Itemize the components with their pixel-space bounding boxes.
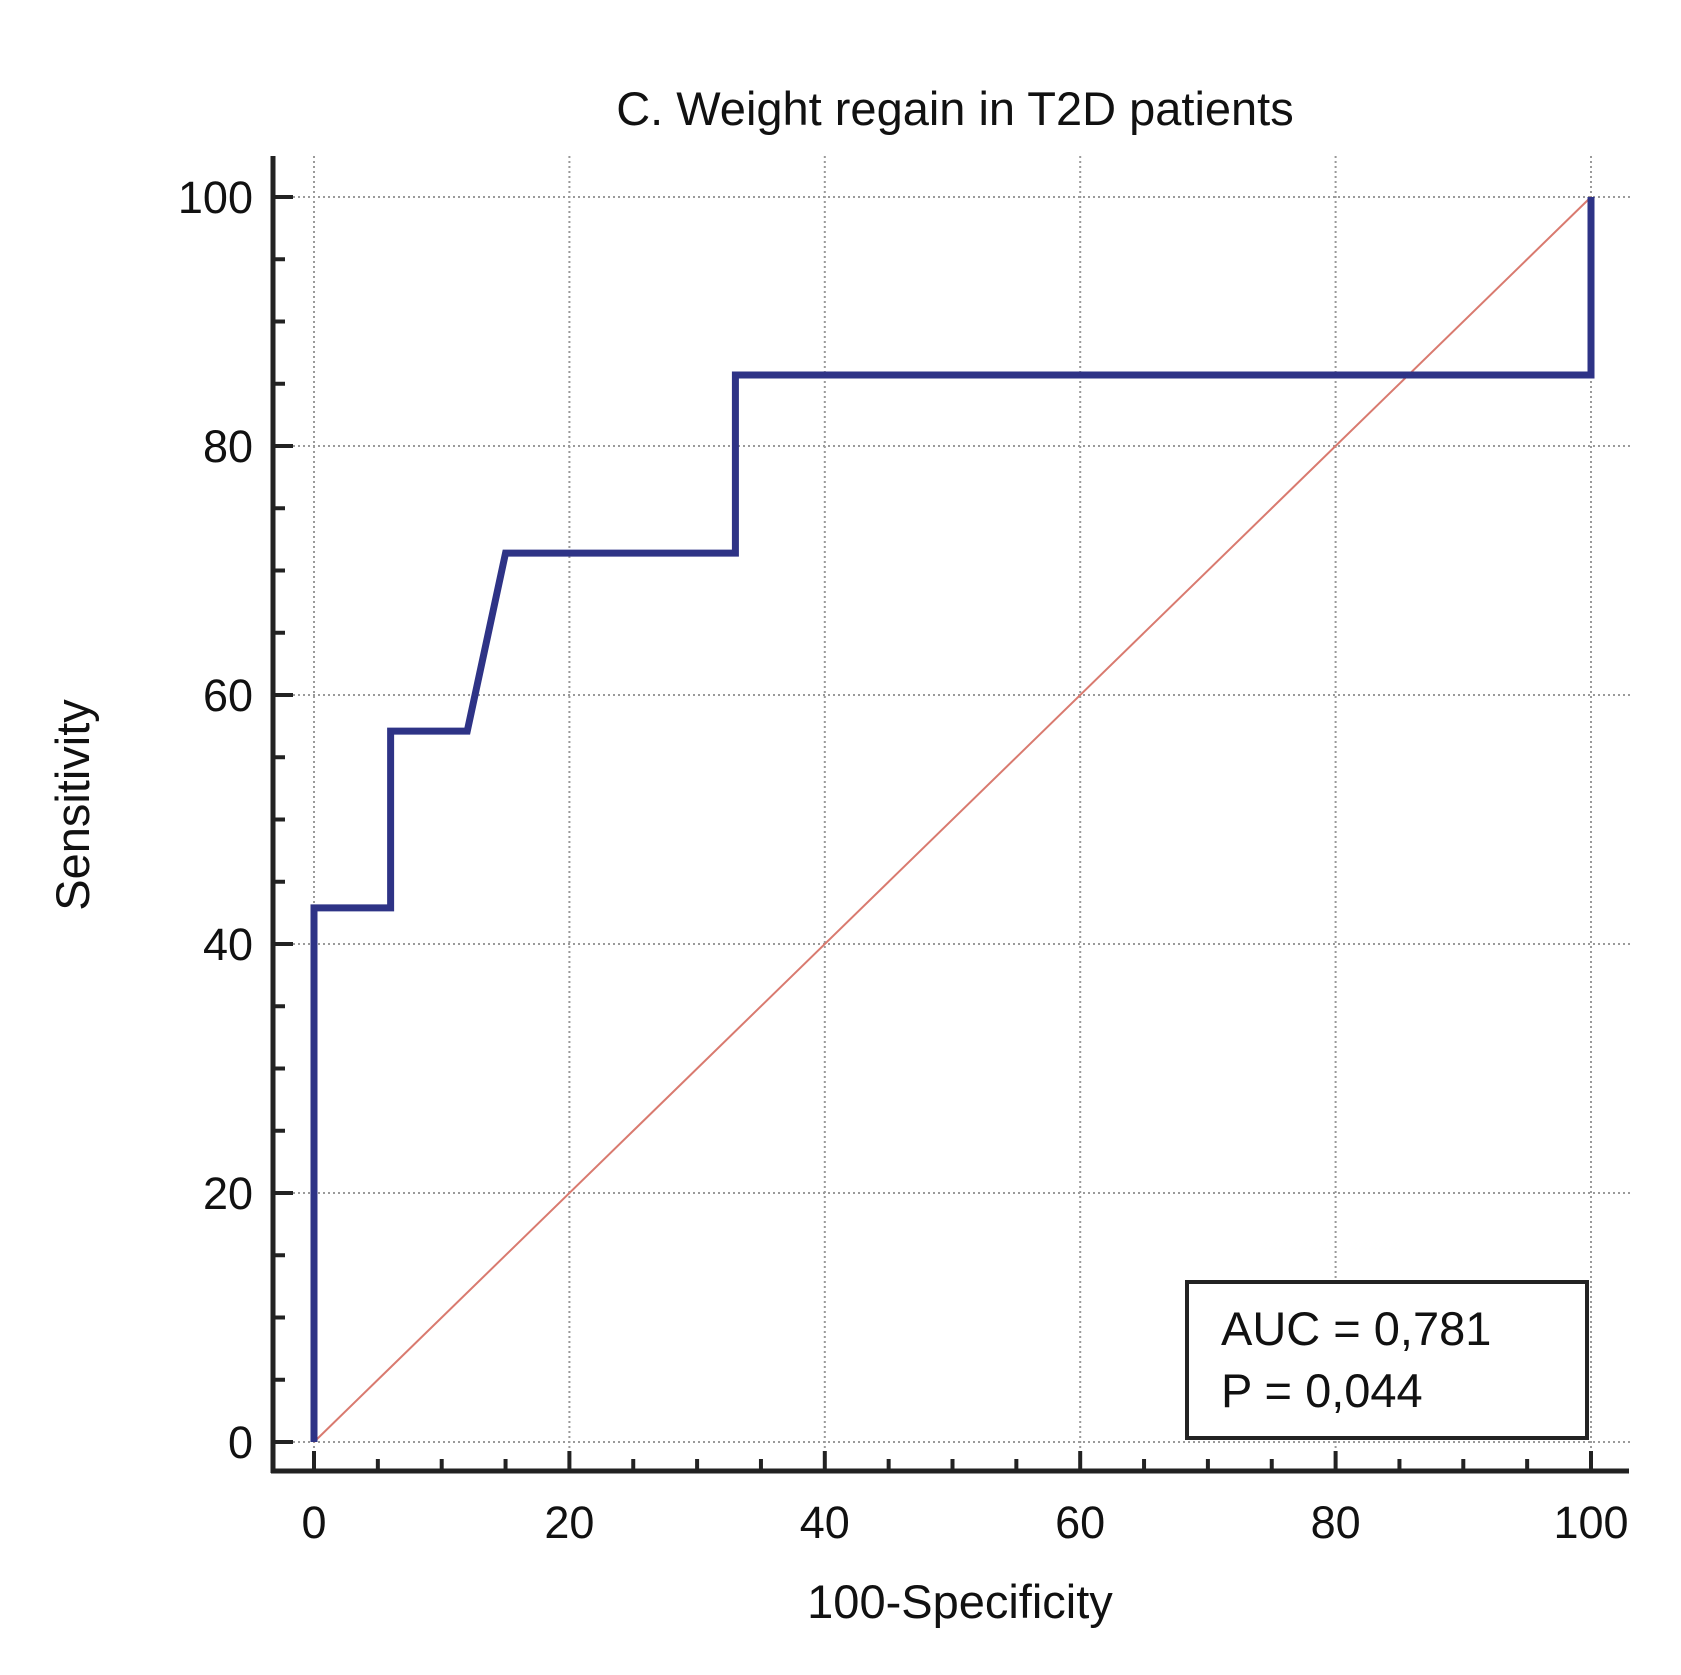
roc-curve-line xyxy=(310,197,1595,1442)
p-value-text: P = 0,044 xyxy=(1221,1364,1423,1417)
y-tick-label: 40 xyxy=(203,919,253,970)
auc-text: AUC = 0,781 xyxy=(1221,1302,1491,1355)
x-axis-label: 100-Specificity xyxy=(807,1575,1113,1628)
y-tick-label: 20 xyxy=(203,1168,253,1219)
chart-title: C. Weight regain in T2D patients xyxy=(616,82,1294,135)
x-tick-label: 20 xyxy=(544,1497,594,1548)
tick-labels: 0 20 40 60 80 100 0 20 40 60 80 100 xyxy=(178,172,1629,1548)
reference-line-layer xyxy=(313,196,1592,1443)
axis-ticks xyxy=(273,195,1593,1471)
y-tick-label: 60 xyxy=(203,670,253,721)
x-tick-label: 60 xyxy=(1055,1497,1105,1548)
x-tick-label: 100 xyxy=(1553,1497,1628,1548)
x-tick-label: 0 xyxy=(301,1497,326,1548)
x-tick-label: 40 xyxy=(800,1497,850,1548)
y-tick-label: 0 xyxy=(228,1417,253,1468)
x-tick-label: 80 xyxy=(1311,1497,1361,1548)
y-tick-label: 80 xyxy=(203,421,253,472)
y-tick-label: 100 xyxy=(178,172,253,223)
stats-box-frame xyxy=(1185,1280,1589,1440)
reference-diagonal-line xyxy=(313,196,1592,1443)
y-axis-label: Sensitivity xyxy=(46,699,99,911)
stats-annotation-box: AUC = 0,781 P = 0,044 xyxy=(1185,1280,1589,1440)
roc-curve-layer xyxy=(310,197,1595,1442)
